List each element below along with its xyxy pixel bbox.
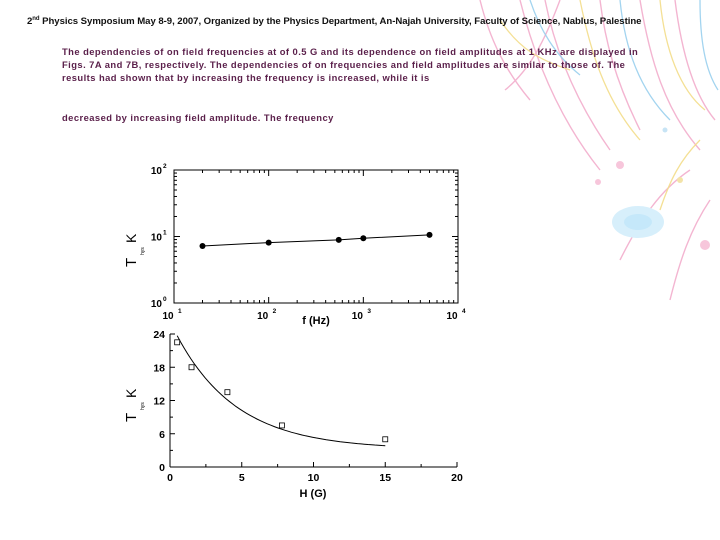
data-point [224,389,231,396]
data-point [279,422,285,429]
x-tick-label: 10 [352,311,364,322]
y-axis-label-main: T [123,413,140,422]
y-tick-label: 6 [159,429,165,441]
y-tick-label: 24 [153,329,165,341]
data-point [188,364,195,371]
pink-streamers [479,0,716,301]
data-point [199,242,206,249]
y-tick-label: 10 [151,166,163,177]
x-tick-label: 5 [239,472,245,484]
x-axis-label: H (G) [300,488,327,500]
data-point [382,436,389,443]
body-paragraph-2: decreased by increasing field amplitude.… [62,112,334,123]
header-ordinal-suffix: nd [32,16,40,22]
header-ordinal: 2 [27,16,33,28]
x-tick-label: 10 [257,311,269,322]
x-tick-label: 15 [379,472,391,484]
y-tick-label-exp: 2 [163,163,167,170]
x-tick-label-exp: 2 [273,308,277,315]
y-axis-label-sub: hys [140,247,146,255]
symposium-header: 2nd Physics Symposium May 8-9, 2007, Org… [27,16,717,27]
y-axis-label-unit: K [123,388,139,398]
x-tick-label: 10 [162,311,174,322]
y-axis-label-main: T [123,258,140,267]
x-tick-label: 10 [446,311,458,322]
x-tick-label-exp: 1 [178,308,182,315]
header-text: Physics Symposium May 8-9, 2007, Organiz… [39,16,642,28]
yellow-streamers [499,0,706,211]
confetti-dots [595,127,710,250]
x-tick-label-exp: 3 [367,308,371,315]
data-point [335,236,342,243]
data-point [174,339,181,346]
fit-curve [176,335,386,447]
y-tick-label: 12 [153,396,165,408]
data-point [426,231,433,238]
x-tick-label: 10 [308,472,320,484]
y-tick-label: 0 [159,462,165,474]
data-point [265,239,272,246]
y-axis-label-sub: hys [140,402,146,410]
y-tick-label-exp: 1 [163,230,167,237]
y-tick-label-exp: 0 [163,296,167,303]
x-tick-label: 0 [167,472,173,484]
y-tick-label: 10 [151,299,163,310]
x-tick-label: 20 [451,472,463,484]
x-tick-label-exp: 4 [462,308,466,315]
x-axis-label: f (Hz) [302,315,330,327]
y-axis-label-unit: K [123,233,139,243]
data-point [360,235,367,242]
y-tick-label: 10 [151,233,163,244]
y-tick-label: 18 [153,362,165,374]
blue-streamers [529,0,719,121]
body-paragraph-1: The dependencies of on field frequencies… [62,46,639,83]
